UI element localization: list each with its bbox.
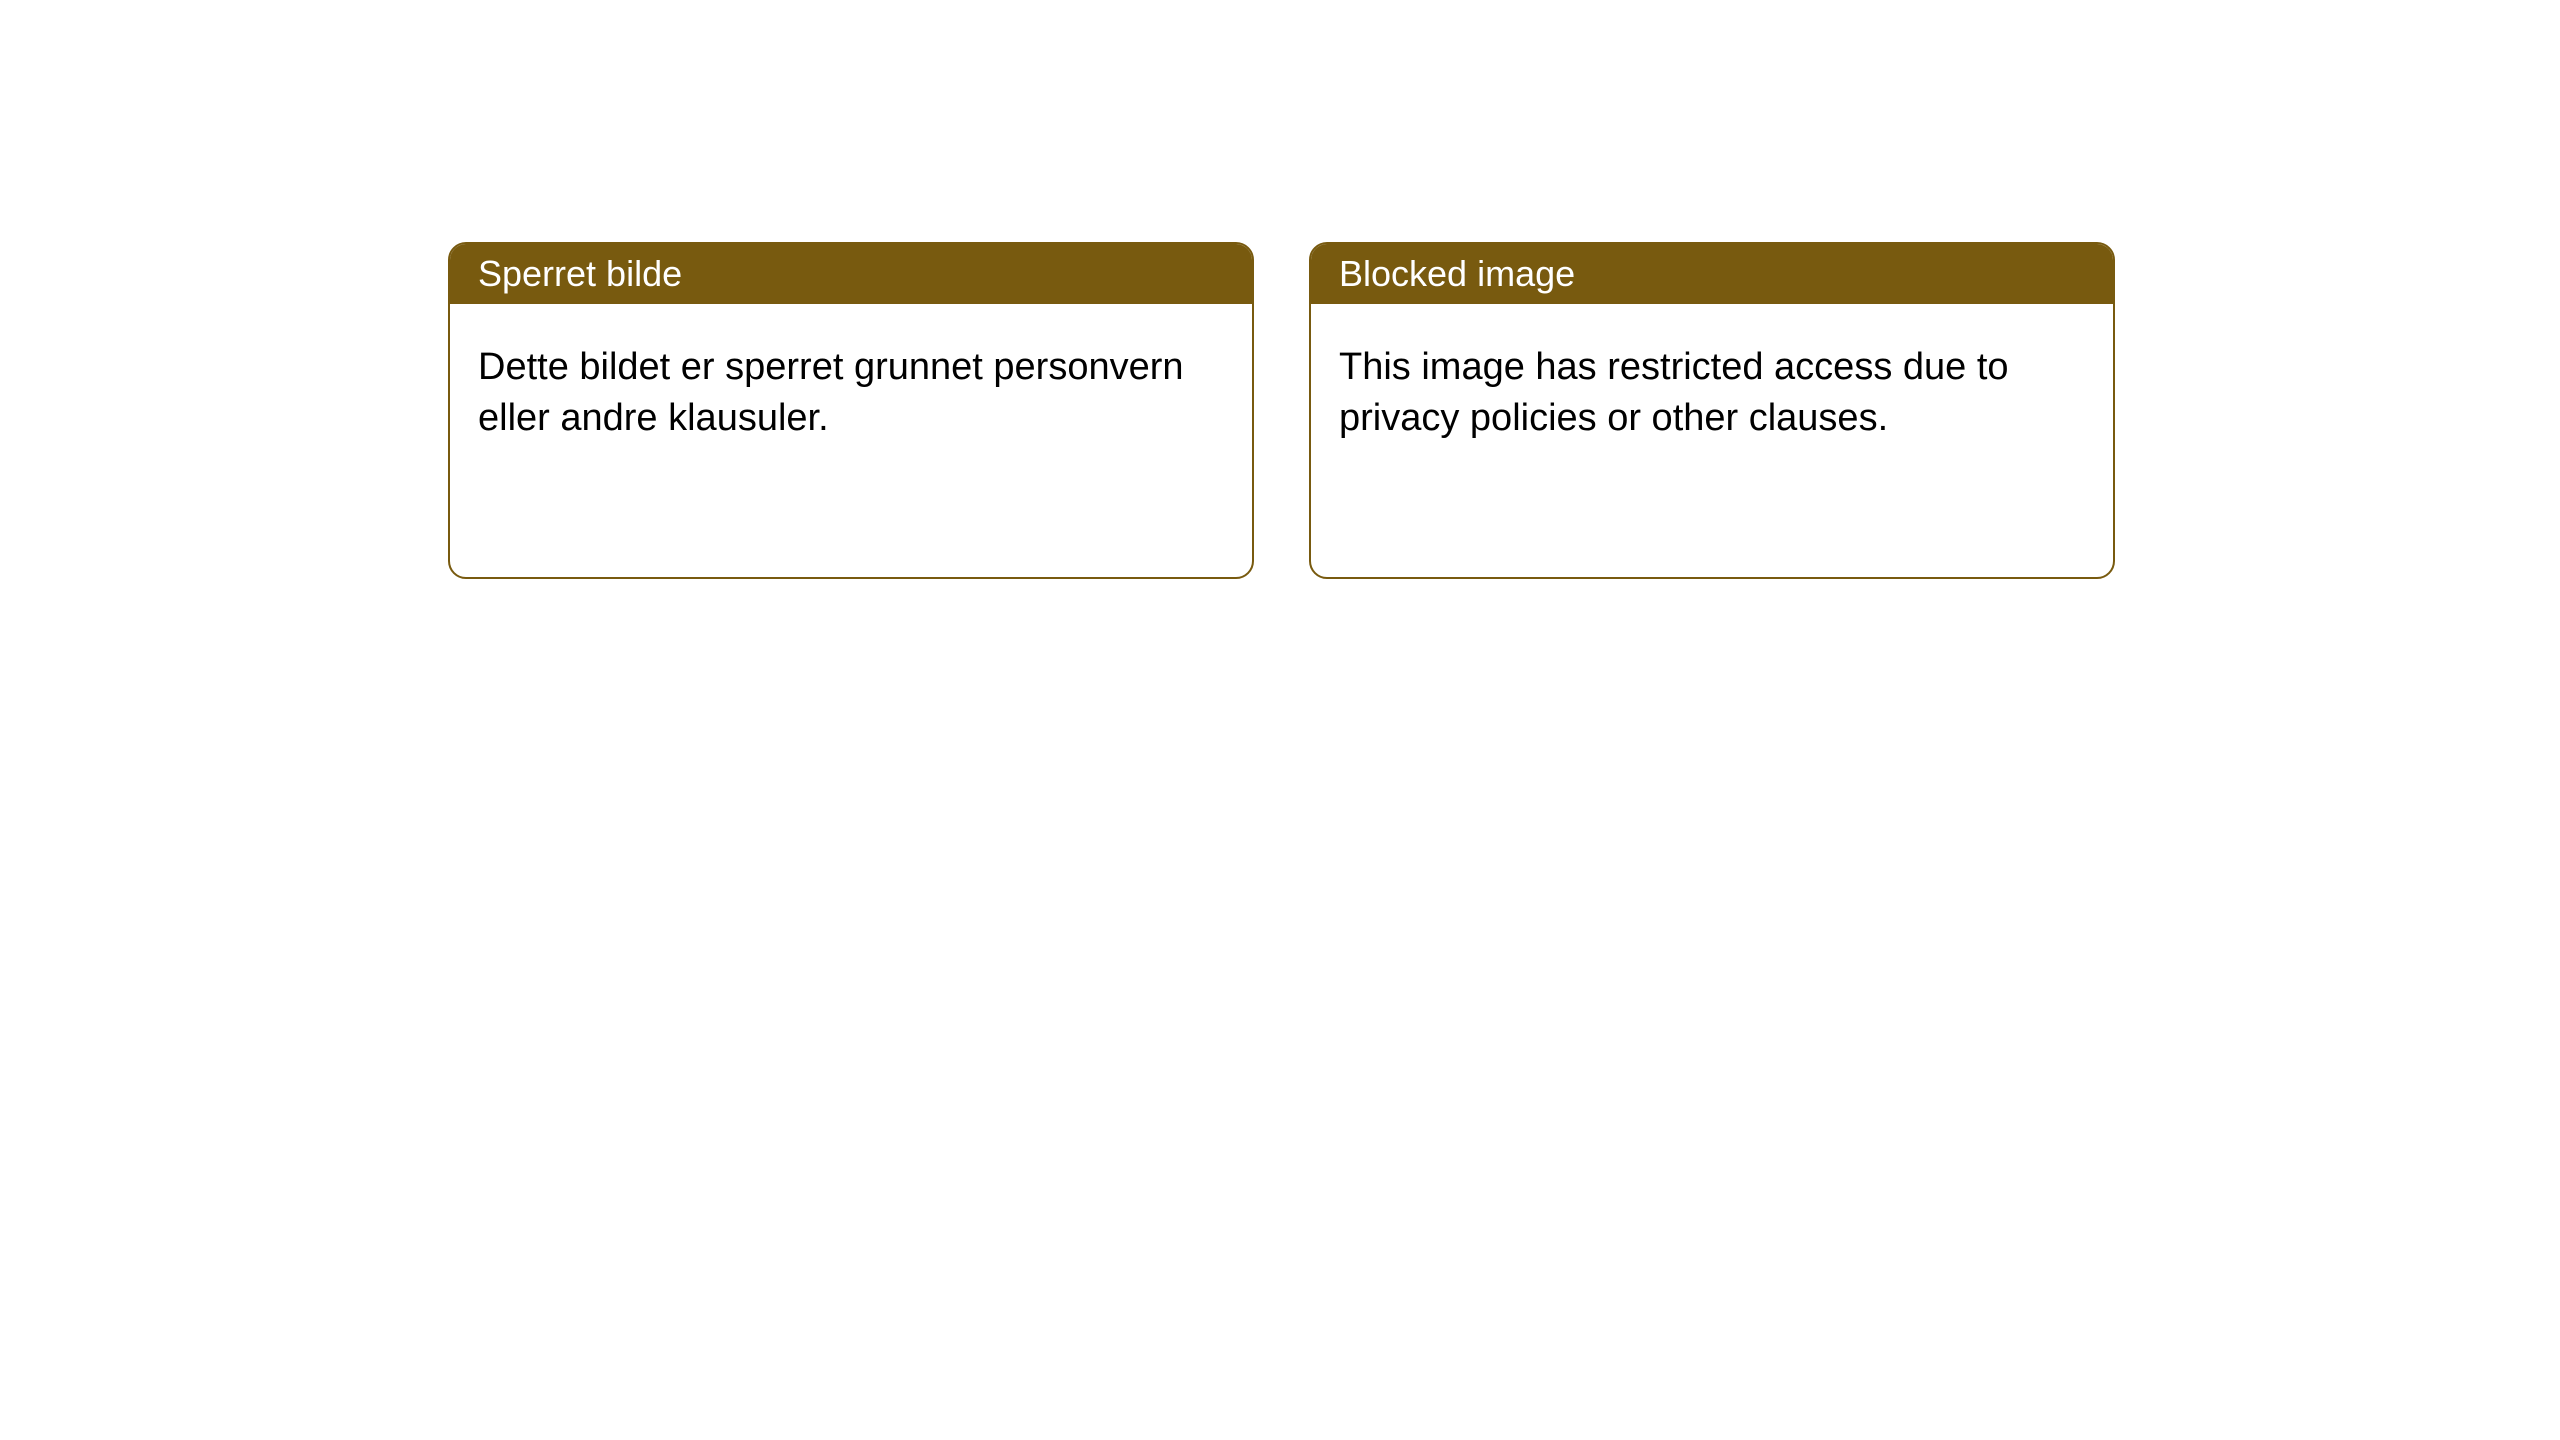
- card-header: Blocked image: [1311, 244, 2113, 304]
- blocked-image-card-en: Blocked image This image has restricted …: [1309, 242, 2115, 579]
- card-title: Sperret bilde: [478, 253, 682, 295]
- notice-cards-container: Sperret bilde Dette bildet er sperret gr…: [0, 0, 2560, 579]
- blocked-image-card-no: Sperret bilde Dette bildet er sperret gr…: [448, 242, 1254, 579]
- card-body-text: This image has restricted access due to …: [1339, 346, 2009, 439]
- card-body: This image has restricted access due to …: [1311, 304, 2113, 483]
- card-body-text: Dette bildet er sperret grunnet personve…: [478, 346, 1184, 439]
- card-title: Blocked image: [1339, 253, 1575, 295]
- card-header: Sperret bilde: [450, 244, 1252, 304]
- card-body: Dette bildet er sperret grunnet personve…: [450, 304, 1252, 483]
